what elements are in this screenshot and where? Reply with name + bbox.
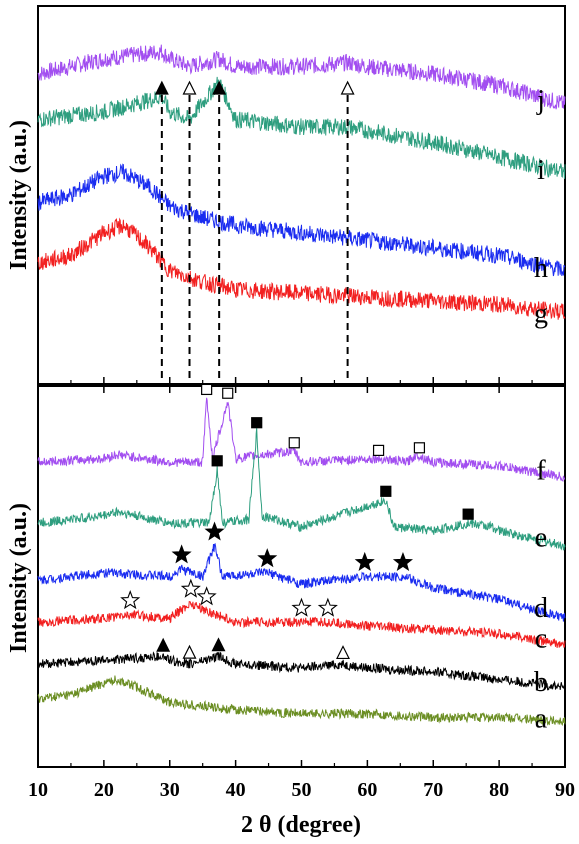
curve-label-c: c bbox=[535, 623, 547, 654]
bottom-panel-peak-markers bbox=[120, 383, 474, 660]
filled-triangle-marker bbox=[156, 637, 171, 652]
filled-star-marker bbox=[204, 521, 225, 541]
curve-label-g: g bbox=[534, 298, 548, 329]
x-tick-label: 30 bbox=[160, 779, 180, 801]
filled-star-marker bbox=[392, 551, 413, 572]
x-tick-label: 10 bbox=[28, 779, 48, 801]
curve-c bbox=[37, 600, 566, 648]
top-panel-guide-lines bbox=[154, 80, 355, 384]
curve-label-j: j bbox=[536, 85, 545, 116]
open-star-marker bbox=[180, 578, 201, 598]
curve-label-a: a bbox=[535, 703, 548, 734]
filled-square-marker bbox=[462, 508, 474, 520]
x-tick-label: 80 bbox=[489, 779, 509, 801]
curve-label-h: h bbox=[534, 253, 548, 284]
x-tick-label: 50 bbox=[292, 779, 312, 801]
x-axis-title: 2 θ (degree) bbox=[241, 812, 361, 838]
open-square-marker bbox=[288, 437, 300, 449]
filled-square-marker bbox=[251, 417, 263, 429]
curve-f bbox=[37, 397, 566, 483]
top-panel-y-axis-title: Intensity (a.u.) bbox=[6, 120, 32, 270]
curve-e bbox=[37, 427, 566, 551]
filled-square-marker bbox=[380, 485, 392, 497]
open-triangle-marker bbox=[340, 80, 355, 95]
open-triangle-marker bbox=[336, 645, 350, 660]
curve-j bbox=[37, 44, 566, 110]
filled-triangle-marker bbox=[154, 80, 169, 95]
open-triangle-marker bbox=[182, 80, 197, 95]
filled-star-marker bbox=[257, 548, 278, 568]
curve-label-e: e bbox=[535, 522, 547, 553]
filled-triangle-marker bbox=[211, 637, 226, 652]
filled-triangle-marker bbox=[212, 80, 227, 95]
bottom-panel-curves bbox=[37, 397, 566, 726]
x-tick-label: 20 bbox=[94, 779, 114, 801]
open-square-marker bbox=[222, 387, 234, 399]
curve-i bbox=[37, 76, 566, 179]
curve-label-b: b bbox=[534, 667, 548, 698]
x-axis: 10 20 30 40 50 60 70 80 90 bbox=[28, 377, 575, 801]
curve-label-i: i bbox=[537, 155, 545, 186]
curve-label-f: f bbox=[536, 456, 546, 487]
filled-star-marker bbox=[354, 551, 375, 572]
filled-star-marker bbox=[171, 544, 192, 564]
curve-g bbox=[37, 217, 566, 320]
curve-h bbox=[37, 163, 566, 277]
x-tick-label: 60 bbox=[357, 779, 377, 801]
filled-square-marker bbox=[211, 455, 223, 467]
open-square-marker bbox=[413, 442, 426, 454]
curve-a bbox=[37, 675, 566, 726]
curve-b bbox=[37, 651, 566, 691]
open-square-marker bbox=[372, 444, 385, 456]
x-tick-label: 90 bbox=[555, 779, 575, 801]
open-star-marker bbox=[196, 586, 217, 606]
open-star-marker bbox=[120, 590, 141, 610]
top-panel-curves bbox=[37, 44, 566, 320]
open-star-marker bbox=[291, 597, 312, 617]
x-tick-label: 40 bbox=[226, 779, 246, 801]
open-square-marker bbox=[201, 383, 213, 396]
x-tick-label: 70 bbox=[423, 779, 443, 801]
curve-label-d: d bbox=[534, 593, 548, 624]
top-panel-curve-labels: j i hg bbox=[534, 85, 548, 330]
open-triangle-marker bbox=[182, 644, 197, 659]
bottom-panel-y-axis-title: Intensity (a.u.) bbox=[6, 503, 32, 653]
open-star-marker bbox=[317, 597, 338, 617]
curve-d bbox=[37, 542, 566, 622]
top-panel: j i hg Intensity (a.u.) bbox=[6, 5, 566, 385]
